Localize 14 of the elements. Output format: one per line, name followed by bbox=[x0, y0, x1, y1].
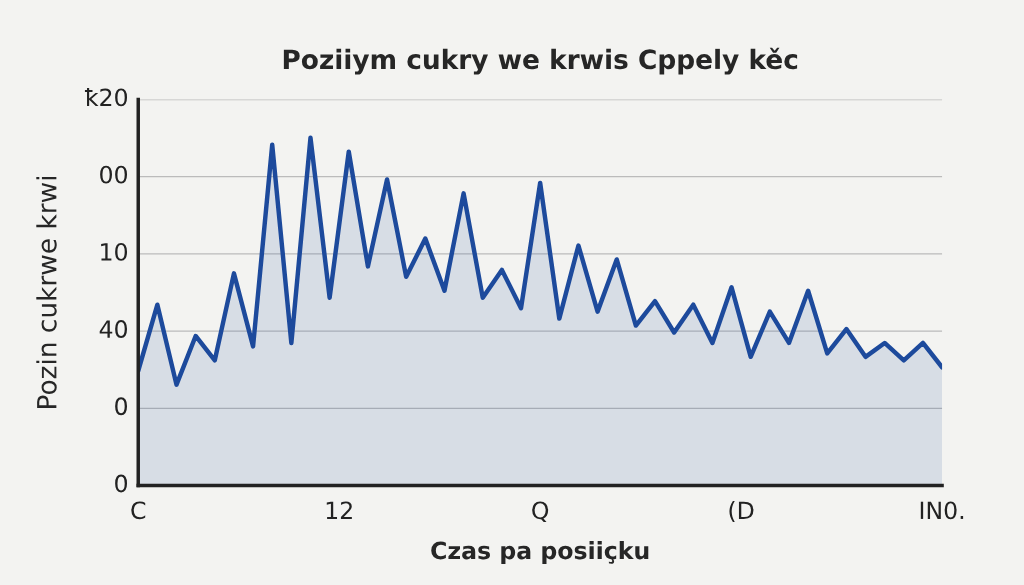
text: ꝁ20 bbox=[84, 88, 128, 107]
text: 10 bbox=[101, 242, 128, 261]
text: Q bbox=[532, 501, 549, 522]
text: 40 bbox=[99, 320, 128, 338]
text: C bbox=[131, 501, 146, 520]
text: 00 bbox=[100, 165, 128, 184]
text: 0 bbox=[115, 397, 128, 416]
x-axis-title: Czas pa posiiçku bbox=[431, 541, 649, 564]
chart-title: Poziiym cukry we krwis Cppely kěc bbox=[283, 47, 798, 75]
text: (D bbox=[729, 501, 754, 523]
y-axis-title: Pozin cukrwe krwi bbox=[36, 176, 57, 408]
text: 12 bbox=[326, 501, 352, 519]
text: IN0. bbox=[920, 501, 964, 520]
text: 0 bbox=[115, 474, 128, 493]
